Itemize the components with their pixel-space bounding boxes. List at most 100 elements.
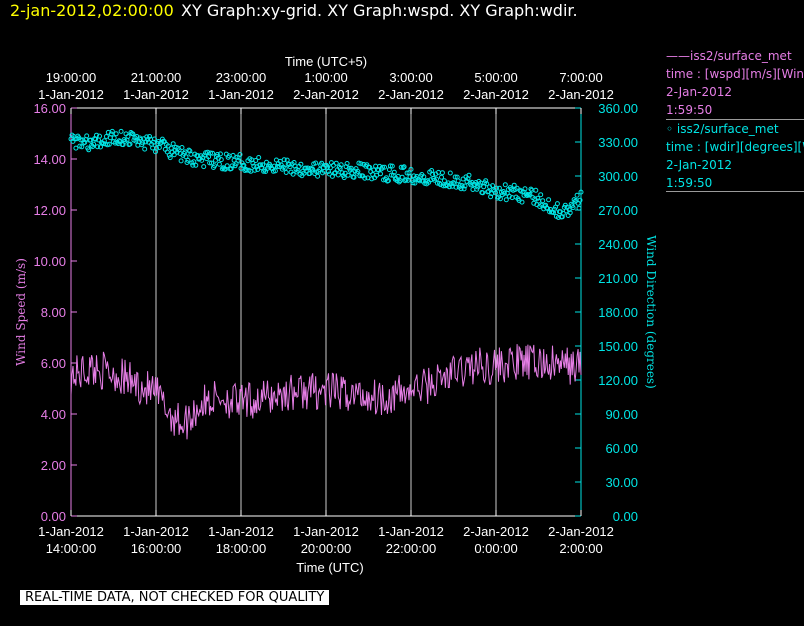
wind-direction-point [540, 198, 546, 204]
wind-direction-point [345, 172, 351, 178]
wind-direction-point [91, 141, 97, 147]
wind-direction-point [94, 132, 99, 138]
wind-direction-point [303, 165, 309, 171]
wind-direction-point [178, 158, 184, 164]
wind-direction-point [369, 176, 375, 182]
top-axis-ticks: 19:00:00 1-Jan-2012 21:00:00 1-Jan-2012 23:0… [38, 70, 614, 114]
top-tick-time: 1:00:00 [304, 70, 347, 85]
left-tick-label: 2.00 [41, 458, 66, 473]
top-tick-time: 7:00:00 [559, 70, 602, 85]
wind-direction-point [578, 189, 584, 195]
header-graph-list: XY Graph:xy-grid. XY Graph:wspd. XY Grap… [181, 1, 578, 20]
left-tick-label: 14.00 [33, 152, 66, 167]
wind-direction-point [209, 160, 214, 166]
wind-direction-point [253, 158, 259, 163]
wind-direction-point [199, 157, 205, 163]
right-tick-label: 0.00 [613, 509, 638, 524]
wind-direction-point [388, 172, 394, 178]
legend-wind-speed-date: 2-Jan-2012 [666, 85, 732, 99]
wind-direction-point [290, 171, 296, 177]
bottom-axis-ticks: 1-Jan-2012 14:00:00 1-Jan-2012 16:00:00 1-Ja… [38, 510, 614, 556]
wind-direction-point [351, 174, 357, 180]
wind-direction-point [241, 162, 247, 168]
left-tick-label: 8.00 [41, 305, 66, 320]
wind-direction-point [495, 195, 500, 201]
wind-direction-point [125, 134, 131, 139]
wind-direction-point [212, 163, 217, 169]
wind-direction-point [281, 157, 287, 163]
wind-direction-point [179, 145, 185, 150]
wind-direction-point [421, 174, 427, 180]
wind-direction-point [382, 164, 387, 170]
wind-direction-point [570, 205, 576, 211]
wind-direction-point [453, 184, 459, 190]
wind-direction-point [488, 194, 494, 200]
legend-wind-speed-name: ——iss2/surface_met [666, 49, 792, 63]
top-tick-date: 2-Jan-2012 [463, 87, 529, 102]
wind-direction-point [109, 128, 115, 134]
wind-direction-point [501, 190, 507, 196]
grid-lines [155, 108, 497, 516]
wind-direction-point [511, 182, 517, 188]
bottom-tick-date: 1-Jan-2012 [208, 524, 274, 539]
wind-direction-point [378, 171, 383, 177]
wind-direction-point [554, 201, 560, 207]
wind-direction-point [154, 145, 159, 151]
bottom-tick-date: 1-Jan-2012 [38, 524, 104, 539]
left-tick-label: 4.00 [41, 407, 66, 422]
wind-direction-point [282, 165, 288, 171]
wind-direction-point [201, 164, 207, 170]
wind-direction-point [127, 141, 133, 147]
wind-direction-point [466, 172, 472, 178]
wind-direction-point [447, 170, 453, 176]
legend-wind-speed-time: 1:59:50 [666, 103, 713, 117]
wind-direction-point [207, 160, 213, 166]
wind-direction-point [574, 192, 580, 198]
wind-direction-point [113, 131, 119, 137]
wind-direction-point [133, 138, 139, 144]
wind-direction-point [298, 161, 304, 167]
wind-direction-point [533, 187, 539, 193]
legend-wind-direction-date: 2-Jan-2012 [666, 158, 732, 172]
wind-direction-point [524, 193, 530, 198]
wind-direction-point [106, 141, 112, 147]
right-tick-label: 270.00 [598, 203, 638, 218]
wind-direction-point [182, 149, 188, 155]
wind-direction-point [408, 166, 414, 172]
bottom-axis-label: Time (UTC) [296, 560, 363, 575]
wind-direction-point [185, 157, 191, 163]
wind-direction-point [397, 178, 403, 184]
wind-direction-point [230, 152, 236, 158]
bottom-tick-time: 20:00:00 [301, 541, 352, 556]
wind-direction-point [150, 145, 156, 151]
bottom-tick-time: 14:00:00 [46, 541, 97, 556]
wind-direction-point [519, 199, 525, 205]
wind-direction-point [272, 168, 278, 174]
wind-direction-point [186, 147, 192, 153]
wind-direction-point [338, 162, 344, 168]
top-tick-date: 2-Jan-2012 [378, 87, 444, 102]
bottom-tick-date: 1-Jan-2012 [378, 524, 444, 539]
quality-warning-label: REAL-TIME DATA, NOT CHECKED FOR QUALITY [20, 590, 330, 605]
wind-direction-point [98, 144, 103, 150]
wind-direction-point [208, 150, 213, 156]
wind-direction-point [560, 210, 566, 216]
left-tick-label: 6.00 [41, 356, 66, 371]
top-tick-date: 1-Jan-2012 [208, 87, 274, 102]
wind-direction-point [410, 180, 416, 186]
wind-direction-point [535, 195, 541, 201]
wind-direction-point [473, 180, 479, 185]
top-tick-date: 2-Jan-2012 [548, 87, 614, 102]
wind-direction-point [399, 174, 405, 180]
wind-direction-point [341, 175, 347, 181]
top-tick-date: 2-Jan-2012 [293, 87, 359, 102]
right-tick-label: 150.00 [598, 339, 638, 354]
wind-direction-point [458, 186, 464, 192]
wind-direction-point [171, 152, 177, 158]
right-tick-label: 360.00 [598, 101, 638, 116]
wind-direction-point [441, 178, 447, 184]
wind-direction-point [270, 168, 276, 174]
wind-direction-point [348, 165, 354, 171]
wind-direction-point [412, 180, 418, 186]
